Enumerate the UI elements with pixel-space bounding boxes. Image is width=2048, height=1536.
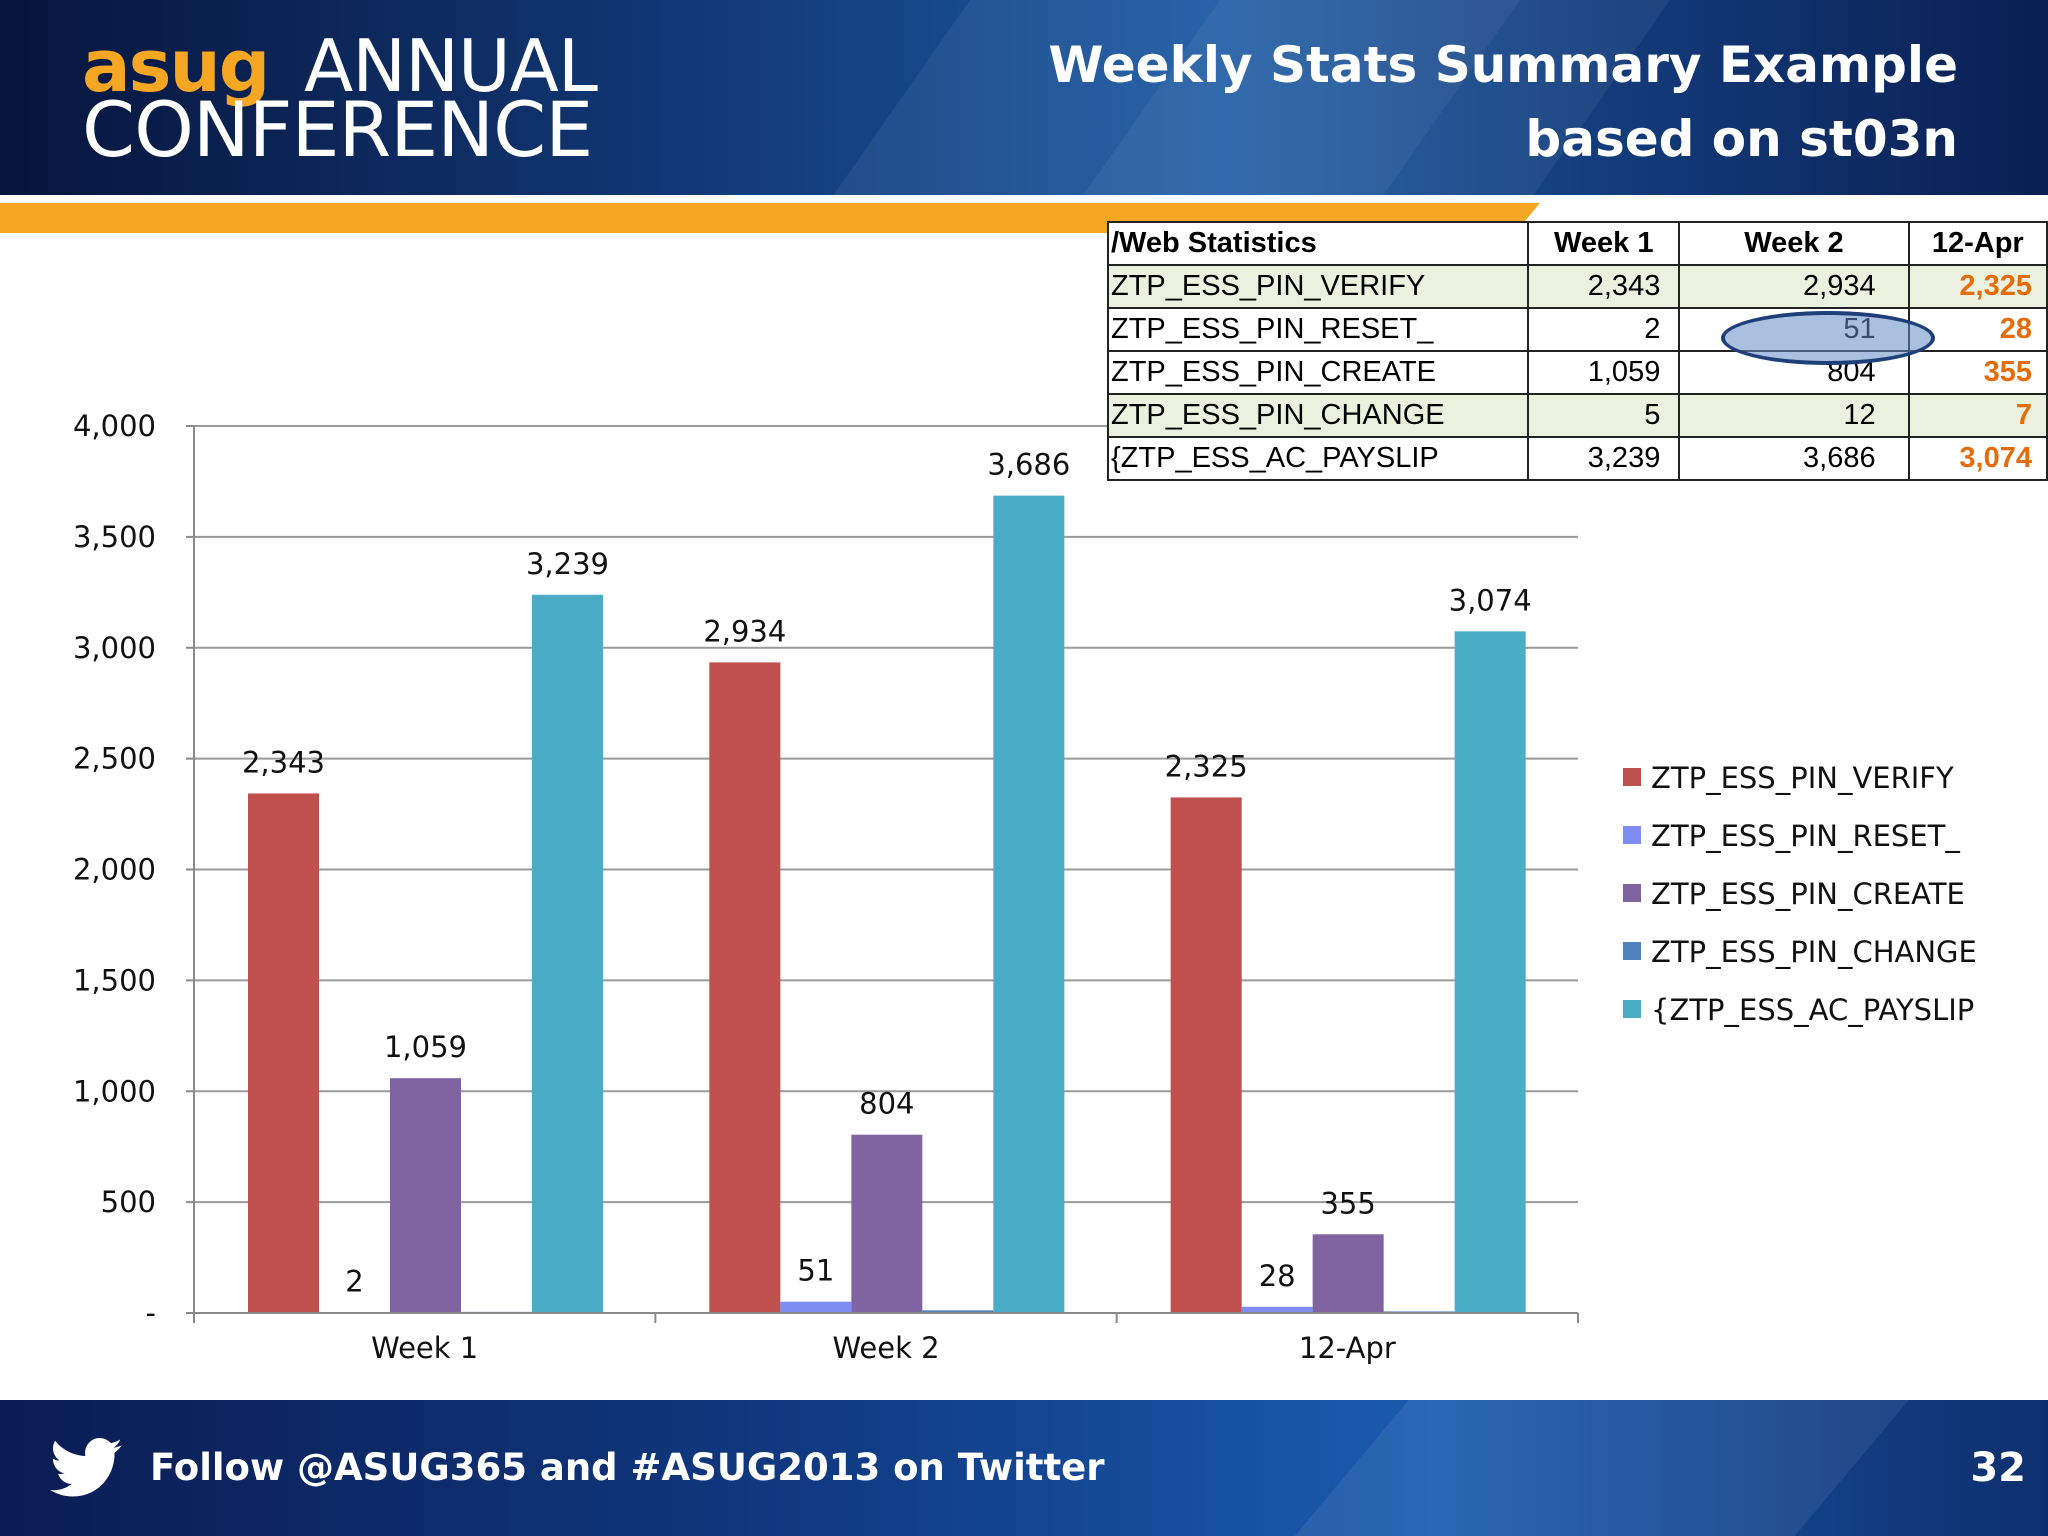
logo-annual-text: ANNUAL xyxy=(304,24,598,108)
twitter-follow-text: Follow @ASUG365 and #ASUG2013 on Twitter xyxy=(150,1446,1105,1489)
table-header-cell: 12-Apr xyxy=(1907,221,2048,266)
table-header-cell: Week 1 xyxy=(1527,221,1681,266)
y-tick-label: 2,500 xyxy=(73,742,156,776)
table-cell: 1,059 xyxy=(1527,350,1681,395)
data-label: 3,074 xyxy=(1449,583,1532,617)
table-header-cell: Week 2 xyxy=(1678,221,1910,266)
data-label: 2,934 xyxy=(703,614,786,648)
data-label: 3,239 xyxy=(526,547,609,581)
data-label: 3,686 xyxy=(987,448,1070,482)
legend-label: ZTP_ESS_PIN_VERIFY xyxy=(1651,761,1954,795)
legend-swatch xyxy=(1623,826,1641,844)
slide-title: Weekly Stats Summary Example based on st… xyxy=(1048,28,1958,176)
data-label: 2,343 xyxy=(242,745,325,779)
slide-page-number: 32 xyxy=(1970,1445,2026,1491)
table-header-cell: /Web Statistics xyxy=(1106,221,1530,266)
table-cell: 28 xyxy=(1907,307,2048,352)
data-label: 355 xyxy=(1320,1186,1375,1220)
slide-title-line-1: Weekly Stats Summary Example xyxy=(1048,36,1958,94)
table-cell: ZTP_ESS_PIN_CHANGE xyxy=(1106,393,1530,438)
y-axis-tick-labels: - 500 1,000 1,500 2,000 2,500 3,000 3,500 4,000 xyxy=(73,409,156,1330)
y-tick-label: 3,500 xyxy=(73,520,156,554)
table-header-row: /Web Statistics Week 1 Week 2 12-Apr xyxy=(1106,221,2048,266)
x-tick-label: Week 1 xyxy=(371,1331,478,1365)
y-tick-label: 2,000 xyxy=(73,853,156,887)
table-cell: 3,686 xyxy=(1678,436,1910,481)
table-row: {ZTP_ESS_AC_PAYSLIP 3,239 3,686 3,074 xyxy=(1106,436,2048,481)
legend-swatch xyxy=(1623,768,1641,786)
footer-sheen xyxy=(1291,1400,1909,1536)
y-tick-label: - xyxy=(146,1296,156,1330)
slide-header: asug ANNUAL CONFERENCE Weekly Stats Summ… xyxy=(0,0,2048,195)
bar xyxy=(390,1078,461,1313)
legend-label: ZTP_ESS_PIN_RESET_ xyxy=(1651,819,1960,853)
logo-conference-text: CONFERENCE xyxy=(82,85,593,174)
y-tick-label: 4,000 xyxy=(73,409,156,443)
bars xyxy=(248,495,1526,1314)
bar xyxy=(993,495,1065,1313)
y-tick-label: 500 xyxy=(101,1185,156,1219)
table-cell: {ZTP_ESS_AC_PAYSLIP xyxy=(1106,436,1530,481)
bar xyxy=(922,1310,994,1313)
axes xyxy=(186,425,1579,1323)
slide-footer: Follow @ASUG365 and #ASUG2013 on Twitter… xyxy=(0,1400,2048,1536)
legend-swatch xyxy=(1623,942,1641,960)
asug-conference-logo: asug ANNUAL CONFERENCE xyxy=(82,24,672,170)
table-row: ZTP_ESS_PIN_RESET_ 2 51 28 xyxy=(1106,307,2048,352)
table-cell: 2,343 xyxy=(1527,264,1681,309)
table-cell: 2,934 xyxy=(1678,264,1910,309)
slide-title-line-2: based on st03n xyxy=(1525,110,1958,168)
data-label: 1,059 xyxy=(384,1030,467,1064)
legend: ZTP_ESS_PIN_VERIFY ZTP_ESS_PIN_RESET_ ZTP_… xyxy=(1623,761,1977,1027)
table-cell: 2,325 xyxy=(1907,264,2048,309)
y-tick-label: 1,500 xyxy=(73,963,156,997)
table-cell: ZTP_ESS_PIN_CREATE xyxy=(1106,350,1530,395)
table-row: ZTP_ESS_PIN_CHANGE 5 12 7 xyxy=(1106,393,2048,438)
data-label: 804 xyxy=(859,1087,914,1121)
bar xyxy=(248,793,319,1313)
y-tick-label: 3,000 xyxy=(73,631,156,665)
bar xyxy=(851,1134,923,1313)
table-cell: 12 xyxy=(1678,393,1910,438)
bar xyxy=(709,662,781,1313)
table-cell: 2 xyxy=(1527,307,1681,352)
table-cell: 7 xyxy=(1907,393,2048,438)
table-cell: 355 xyxy=(1907,350,2048,395)
bar xyxy=(780,1301,852,1313)
legend-label: {ZTP_ESS_AC_PAYSLIP xyxy=(1651,993,1974,1027)
highlight-ellipse xyxy=(1721,311,1935,365)
table-cell: ZTP_ESS_PIN_RESET_ xyxy=(1106,307,1530,352)
bar xyxy=(1170,797,1242,1313)
legend-swatch xyxy=(1623,884,1641,902)
x-tick-label: Week 2 xyxy=(832,1331,939,1365)
table-row: ZTP_ESS_PIN_VERIFY 2,343 2,934 2,325 xyxy=(1106,264,2048,309)
y-tick-label: 1,000 xyxy=(73,1074,156,1108)
data-label: 2 xyxy=(345,1265,363,1299)
bar xyxy=(1454,631,1526,1313)
legend-label: ZTP_ESS_PIN_CHANGE xyxy=(1651,935,1977,969)
bar xyxy=(1241,1306,1313,1313)
twitter-bird-icon[interactable] xyxy=(50,1438,122,1498)
bar xyxy=(1312,1234,1384,1313)
x-tick-label: 12-Apr xyxy=(1299,1331,1396,1365)
bar xyxy=(532,594,603,1313)
table-cell: 5 xyxy=(1527,393,1681,438)
table-cell: ZTP_ESS_PIN_VERIFY xyxy=(1106,264,1530,309)
data-labels: 2,343 2 1,059 3,239 2,934 51 804 3,686 2,325 28 35… xyxy=(242,448,1532,1299)
data-label: 51 xyxy=(797,1254,834,1288)
table-cell: 3,074 xyxy=(1907,436,2048,481)
legend-swatch xyxy=(1623,1000,1641,1018)
x-axis-tick-labels: Week 1 Week 2 12-Apr xyxy=(371,1331,1396,1365)
table-row: ZTP_ESS_PIN_CREATE 1,059 804 355 xyxy=(1106,350,2048,395)
data-label: 2,325 xyxy=(1165,749,1248,783)
table-cell: 3,239 xyxy=(1527,436,1681,481)
data-label: 28 xyxy=(1259,1259,1296,1293)
legend-label: ZTP_ESS_PIN_CREATE xyxy=(1651,877,1965,911)
logo-asug-text: asug xyxy=(82,24,270,108)
web-statistics-table: /Web Statistics Week 1 Week 2 12-Apr ZTP… xyxy=(1106,221,2048,481)
